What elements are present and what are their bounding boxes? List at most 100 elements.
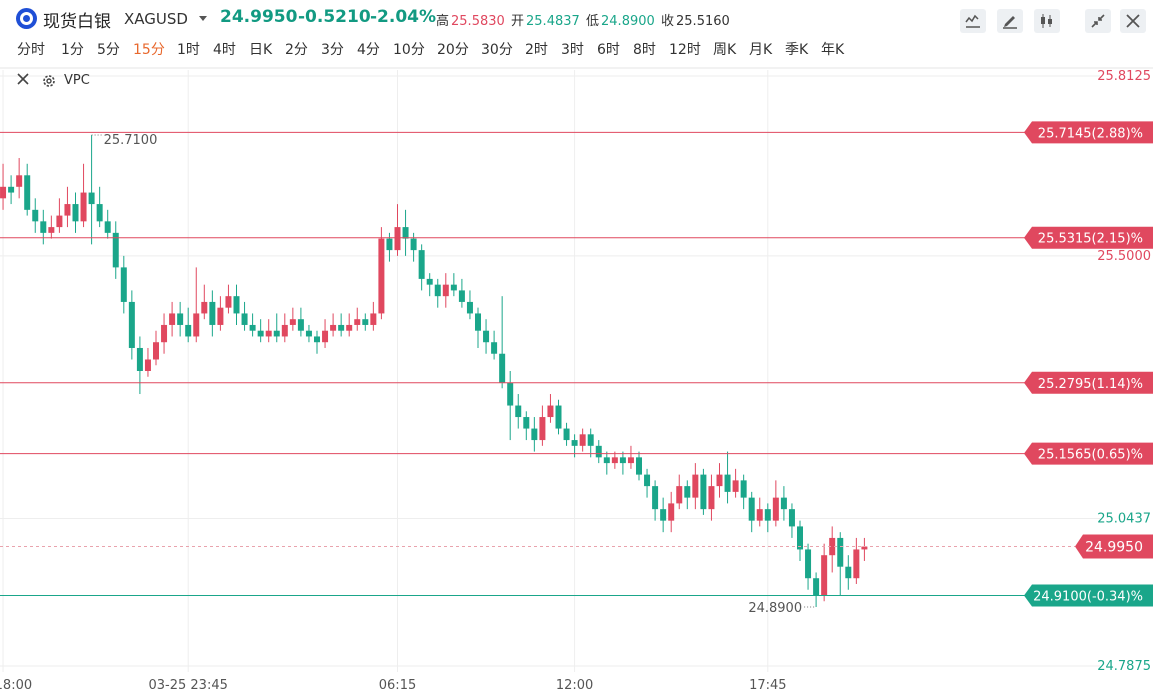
candle-body <box>257 330 264 337</box>
candle-body <box>0 186 7 199</box>
price-level-tag <box>1024 584 1153 607</box>
candle-body <box>88 192 95 205</box>
candle-body <box>668 503 675 521</box>
high-value: 25.5830 <box>451 14 505 29</box>
candle-body <box>507 382 514 406</box>
instrument-name[interactable]: 现货白银 <box>43 12 111 32</box>
candle-body <box>547 405 554 418</box>
interval-tab[interactable]: 10分 <box>393 42 425 58</box>
candle-body <box>732 480 739 492</box>
low-annotation: 24.8900 <box>748 601 802 616</box>
price-levels: 24.9950 25.7145(2.88)% 25.5315(2.15)% 25.27… <box>0 121 1153 607</box>
candle-body <box>297 319 304 331</box>
candle-body <box>104 221 111 233</box>
interval-tab[interactable]: 5分 <box>97 42 120 58</box>
interval-tab[interactable]: 2时 <box>525 42 548 58</box>
candle-body <box>853 549 860 579</box>
draw-button[interactable] <box>997 9 1023 33</box>
interval-tab[interactable]: 4分 <box>357 42 380 58</box>
candle-body <box>539 417 546 441</box>
chevron-down-icon[interactable] <box>199 16 207 21</box>
interval-tab[interactable]: 30分 <box>481 42 513 58</box>
candle-body <box>354 319 361 325</box>
last-price: 24.9950 <box>220 7 298 27</box>
interval-tab[interactable]: 4时 <box>213 42 236 58</box>
interval-tab[interactable]: 6时 <box>597 42 620 58</box>
interval-tab-active[interactable]: 15分 <box>133 42 165 58</box>
interval-tab[interactable]: 周K <box>713 42 737 58</box>
candle-body <box>153 342 159 360</box>
open-label: 开 <box>511 14 525 29</box>
close-button[interactable] <box>1120 9 1146 33</box>
candle-body <box>450 284 457 291</box>
candle-body <box>265 330 272 337</box>
candle-body <box>692 474 699 498</box>
candle-body <box>780 497 787 510</box>
interval-tab[interactable]: 20分 <box>437 42 469 58</box>
candles <box>0 135 868 607</box>
price-level-label: 25.7145(2.88)% <box>1038 126 1143 141</box>
candle-body <box>475 313 481 331</box>
candle-body <box>829 537 836 556</box>
close-icon <box>17 73 29 85</box>
candle-body <box>644 474 651 487</box>
candle-body <box>603 457 610 464</box>
candle-body <box>700 474 707 510</box>
interval-tab[interactable]: 月K <box>749 42 773 58</box>
line-chart-icon <box>965 14 980 28</box>
candle-body <box>273 330 280 337</box>
candle-body <box>281 324 288 337</box>
candle-body <box>378 238 385 314</box>
interval-tab[interactable]: 1时 <box>177 42 200 58</box>
candle-body <box>788 509 795 527</box>
open-value: 25.4837 <box>526 14 580 29</box>
y-tick-label: 25.5000 <box>1097 249 1151 264</box>
candle-body <box>555 405 562 429</box>
interval-tab[interactable]: 日K <box>249 42 273 58</box>
candle-body <box>611 457 618 464</box>
close-indicator-button[interactable] <box>16 72 30 90</box>
candle-body <box>797 526 803 550</box>
interval-tab[interactable]: 年K <box>821 42 845 58</box>
candle-body <box>249 324 256 331</box>
candle-body <box>660 509 667 521</box>
interval-tab[interactable]: 12时 <box>669 42 701 58</box>
close-icon <box>1126 14 1140 28</box>
price-level-tag <box>1024 442 1153 465</box>
interval-tab[interactable]: 8时 <box>633 42 656 58</box>
interval-tab[interactable]: 3时 <box>561 42 584 58</box>
candle-body <box>8 186 15 193</box>
candle-body <box>40 221 47 233</box>
candle-body <box>370 313 377 325</box>
candle-body <box>523 417 530 429</box>
high-label: 高 <box>436 14 450 29</box>
interval-tab[interactable]: 分时 <box>17 42 45 58</box>
line-chart-button[interactable] <box>960 9 986 33</box>
x-tick-label: 25 18:00 <box>0 678 32 693</box>
interval-tab[interactable]: 季K <box>785 42 809 58</box>
collapse-button[interactable] <box>1085 9 1111 33</box>
current-price-tag <box>1075 534 1153 559</box>
candle-body <box>241 313 248 325</box>
price-level-tag <box>1024 371 1153 394</box>
interval-tab[interactable]: 1分 <box>61 42 84 58</box>
chart-type-button[interactable] <box>1034 9 1060 33</box>
silver-logo-icon <box>16 8 37 29</box>
instrument-symbol[interactable]: XAGUSD <box>124 10 188 28</box>
y-tick-label: 25.8125 <box>1097 69 1151 84</box>
candle-body <box>418 250 425 279</box>
price-change-pct: -2.04% <box>370 7 437 27</box>
settings-button[interactable] <box>41 73 57 93</box>
interval-tab[interactable]: 3分 <box>321 42 344 58</box>
candle-body <box>24 175 31 210</box>
candle-body <box>861 546 868 550</box>
candle-body <box>80 192 87 222</box>
candlestick-icon <box>1041 14 1052 28</box>
interval-tab[interactable]: 2分 <box>285 42 308 58</box>
close-value: 25.5160 <box>676 14 730 29</box>
price-level-tag <box>1024 121 1153 144</box>
candle-body <box>233 296 240 314</box>
candle-body <box>426 278 433 285</box>
x-tick-label: 17:45 <box>749 678 786 693</box>
